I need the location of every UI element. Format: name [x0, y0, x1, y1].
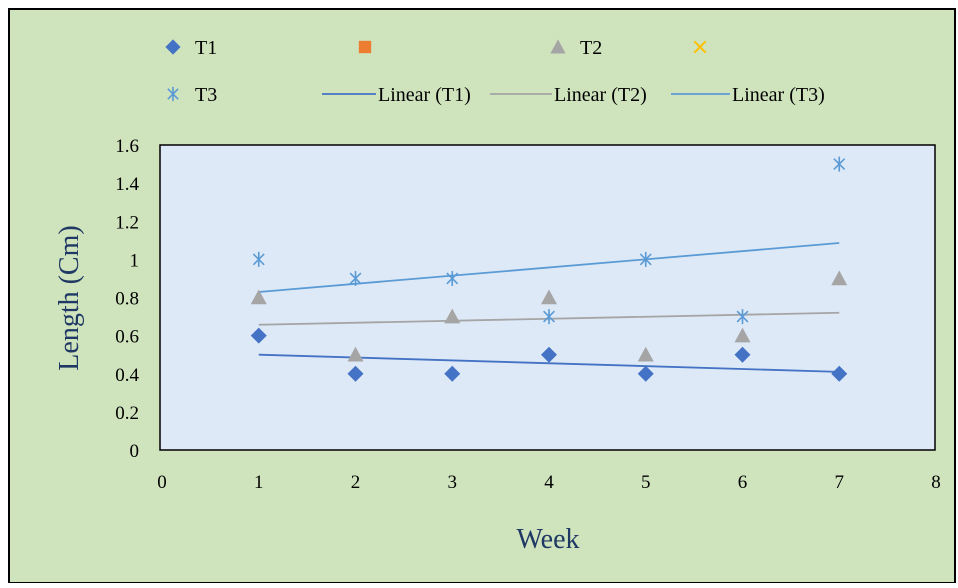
y-tick-label: 0.8	[115, 289, 139, 310]
point-t2-week-1	[250, 289, 267, 305]
legend-label: Linear (T2)	[554, 84, 647, 106]
point-t2-week-6	[734, 327, 751, 343]
data-points	[250, 156, 848, 382]
x-tick-label: 0	[157, 472, 167, 493]
y-tick-label: 1.6	[115, 136, 139, 157]
y-axis-label: Length (Cm)	[54, 225, 85, 370]
legend-item-t2: T2	[550, 37, 602, 59]
legend-item-series-4	[693, 40, 707, 54]
y-tick-label: 0.2	[115, 403, 139, 424]
legend-label: T2	[580, 37, 602, 59]
point-t3-week-5	[639, 251, 652, 267]
legend-diamond-swatch	[165, 39, 181, 55]
point-t1-week-5	[637, 365, 654, 382]
y-tick-label: 0	[130, 441, 140, 462]
point-t3-week-3	[446, 270, 459, 286]
legend-label: Linear (T1)	[378, 84, 471, 106]
legend-cross-swatch	[693, 40, 707, 54]
point-t3-week-7	[833, 156, 846, 172]
point-t3-week-1	[252, 251, 265, 267]
legend-item-linear-t2: Linear (T2)	[490, 84, 647, 106]
y-axis-tick-labels: 0 0.2 0.4 0.6 0.8 1 1.2 1.4 1.6	[115, 136, 139, 462]
legend: T1 T2 T3 Linear (T1) Linear (T2) Linear (T3)	[165, 37, 825, 106]
point-t3-week-4	[543, 309, 555, 325]
x-tick-label: 7	[835, 472, 845, 493]
x-tick-label: 2	[351, 472, 361, 493]
legend-item-t3: T3	[167, 84, 217, 106]
y-tick-label: 1	[130, 250, 140, 271]
point-t1-week-2	[347, 365, 364, 382]
legend-item-t1: T1	[165, 37, 217, 59]
legend-item-linear-t3: Linear (T3)	[671, 84, 825, 106]
point-t1-week-4	[541, 346, 557, 363]
x-tick-label: 6	[738, 472, 748, 493]
y-tick-label: 1.4	[115, 174, 139, 195]
x-tick-label: 8	[931, 472, 941, 493]
x-tick-label: 1	[254, 472, 264, 493]
legend-square-swatch	[358, 40, 372, 54]
x-axis-tick-labels: 0 1 2 3 4 5 6 7 8	[157, 472, 941, 493]
legend-asterisk-swatch	[167, 86, 179, 102]
point-t3-week-6	[736, 309, 749, 325]
point-t2-week-2	[347, 346, 364, 362]
x-tick-label: 5	[641, 472, 651, 493]
point-t1-week-1	[250, 327, 267, 344]
y-tick-label: 0.6	[115, 327, 139, 348]
legend-label: T1	[195, 37, 217, 59]
point-t2-week-3	[444, 308, 461, 324]
x-axis-label: Week	[516, 524, 579, 555]
legend-item-linear-t1: Linear (T1)	[322, 84, 471, 106]
y-tick-label: 1.2	[115, 212, 139, 233]
legend-item-series-2	[358, 40, 372, 54]
point-t3-week-2	[349, 270, 362, 286]
y-tick-label: 0.4	[115, 365, 139, 386]
point-t2-week-5	[637, 346, 654, 362]
point-t1-week-3	[444, 365, 461, 382]
x-tick-label: 3	[448, 472, 458, 493]
point-t1-week-6	[734, 346, 751, 363]
point-t1-week-7	[831, 365, 848, 382]
point-t2-week-4	[541, 289, 557, 305]
point-t2-week-7	[831, 270, 848, 286]
x-tick-label: 4	[544, 472, 554, 493]
legend-label: Linear (T3)	[732, 84, 825, 106]
legend-triangle-swatch	[550, 39, 566, 54]
legend-label: T3	[195, 84, 217, 106]
